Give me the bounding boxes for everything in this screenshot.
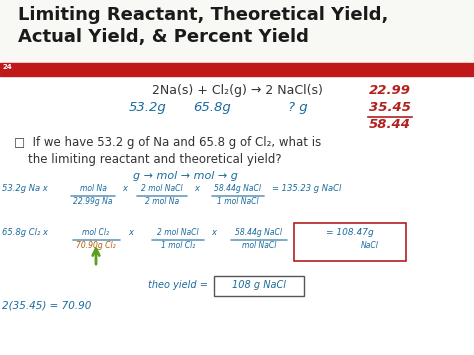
FancyBboxPatch shape (294, 223, 406, 261)
Text: 58.44g NaCl: 58.44g NaCl (236, 228, 283, 237)
Text: 70.90g Cl₂: 70.90g Cl₂ (76, 241, 116, 250)
Text: g → mol → mol → g: g → mol → mol → g (133, 171, 237, 181)
Text: 1 mol Cl₂: 1 mol Cl₂ (161, 241, 195, 250)
Text: x: x (194, 184, 199, 193)
Text: = 108.47g: = 108.47g (326, 228, 374, 237)
Text: 58.44: 58.44 (369, 118, 411, 131)
Text: 22.99g Na: 22.99g Na (73, 197, 113, 206)
Text: Limiting Reactant, Theoretical Yield,: Limiting Reactant, Theoretical Yield, (18, 6, 388, 24)
Text: x: x (211, 228, 216, 237)
Text: 24: 24 (3, 64, 13, 70)
Text: 1 mol NaCl: 1 mol NaCl (217, 197, 259, 206)
Bar (0, 76, 474, 355)
Bar (0, 0, 474, 80)
Text: 2(35.45) = 70.90: 2(35.45) = 70.90 (2, 300, 91, 310)
Text: 2Na(s) + Cl₂(g) → 2 NaCl(s): 2Na(s) + Cl₂(g) → 2 NaCl(s) (152, 84, 322, 97)
Text: ? g: ? g (288, 101, 308, 114)
Text: 65.8g Cl₂ x: 65.8g Cl₂ x (2, 228, 48, 237)
Text: x: x (128, 228, 133, 237)
Text: 2 mol NaCl: 2 mol NaCl (141, 184, 183, 193)
Text: 35.45: 35.45 (369, 101, 411, 114)
Text: 2 mol Na: 2 mol Na (145, 197, 179, 206)
Text: 53.2g Na x: 53.2g Na x (2, 184, 48, 193)
Text: 22.99: 22.99 (369, 84, 411, 97)
Text: 65.8g: 65.8g (193, 101, 231, 114)
Text: mol Cl₂: mol Cl₂ (82, 228, 109, 237)
Text: the limiting reactant and theoretical yield?: the limiting reactant and theoretical yi… (28, 153, 282, 166)
FancyBboxPatch shape (214, 276, 304, 296)
Text: □  If we have 53.2 g of Na and 65.8 g of Cl₂, what is: □ If we have 53.2 g of Na and 65.8 g of … (14, 136, 321, 149)
Text: x: x (122, 184, 127, 193)
Text: = 135.23 g NaCl: = 135.23 g NaCl (272, 184, 341, 193)
Bar (0, 63, 474, 76)
Text: 53.2g: 53.2g (129, 101, 167, 114)
Text: 2 mol NaCl: 2 mol NaCl (157, 228, 199, 237)
Text: mol NaCl: mol NaCl (242, 241, 276, 250)
Text: 108 g NaCl: 108 g NaCl (232, 280, 286, 290)
Text: Actual Yield, & Percent Yield: Actual Yield, & Percent Yield (18, 28, 309, 46)
Text: 58.44g NaCl: 58.44g NaCl (215, 184, 262, 193)
Text: NaCl: NaCl (361, 241, 379, 250)
Text: mol Na: mol Na (80, 184, 107, 193)
Text: theo yield =: theo yield = (148, 280, 211, 290)
